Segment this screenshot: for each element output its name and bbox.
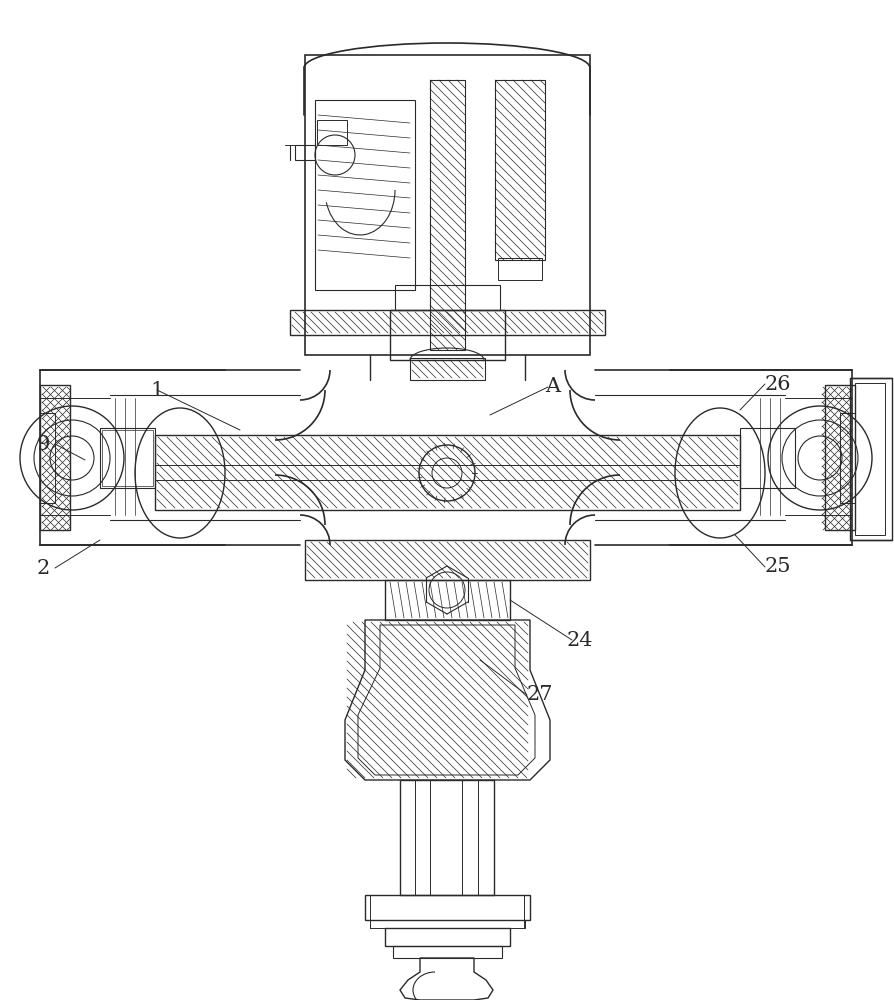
Bar — [409, 358, 485, 380]
Bar — [305, 540, 589, 580]
Bar — [40, 385, 70, 530]
Text: A: A — [544, 377, 560, 396]
Bar — [102, 430, 153, 486]
Bar — [40, 413, 55, 503]
Bar — [497, 258, 542, 280]
Bar — [839, 413, 854, 503]
Bar — [739, 428, 794, 488]
Bar — [316, 120, 347, 145]
Text: 2: 2 — [37, 558, 49, 578]
Bar — [295, 145, 315, 160]
Bar — [429, 80, 465, 350]
Bar — [390, 310, 504, 360]
Bar — [394, 285, 500, 310]
Bar — [290, 310, 604, 335]
Bar — [392, 946, 502, 958]
Bar — [369, 920, 525, 928]
Text: 9: 9 — [37, 434, 50, 454]
Bar — [365, 895, 529, 920]
Bar — [100, 428, 155, 488]
Text: 26: 26 — [763, 374, 790, 393]
Bar — [494, 80, 544, 260]
Text: 27: 27 — [527, 686, 552, 704]
Text: 25: 25 — [763, 558, 790, 576]
Text: 24: 24 — [566, 630, 593, 650]
Bar — [384, 928, 510, 946]
Bar — [384, 580, 510, 620]
Bar — [849, 378, 891, 540]
Text: 1: 1 — [150, 380, 164, 399]
Bar — [305, 55, 589, 355]
Bar — [155, 435, 739, 510]
Bar — [854, 383, 884, 535]
Bar — [400, 780, 493, 895]
Bar — [315, 100, 415, 290]
Bar — [824, 385, 854, 530]
